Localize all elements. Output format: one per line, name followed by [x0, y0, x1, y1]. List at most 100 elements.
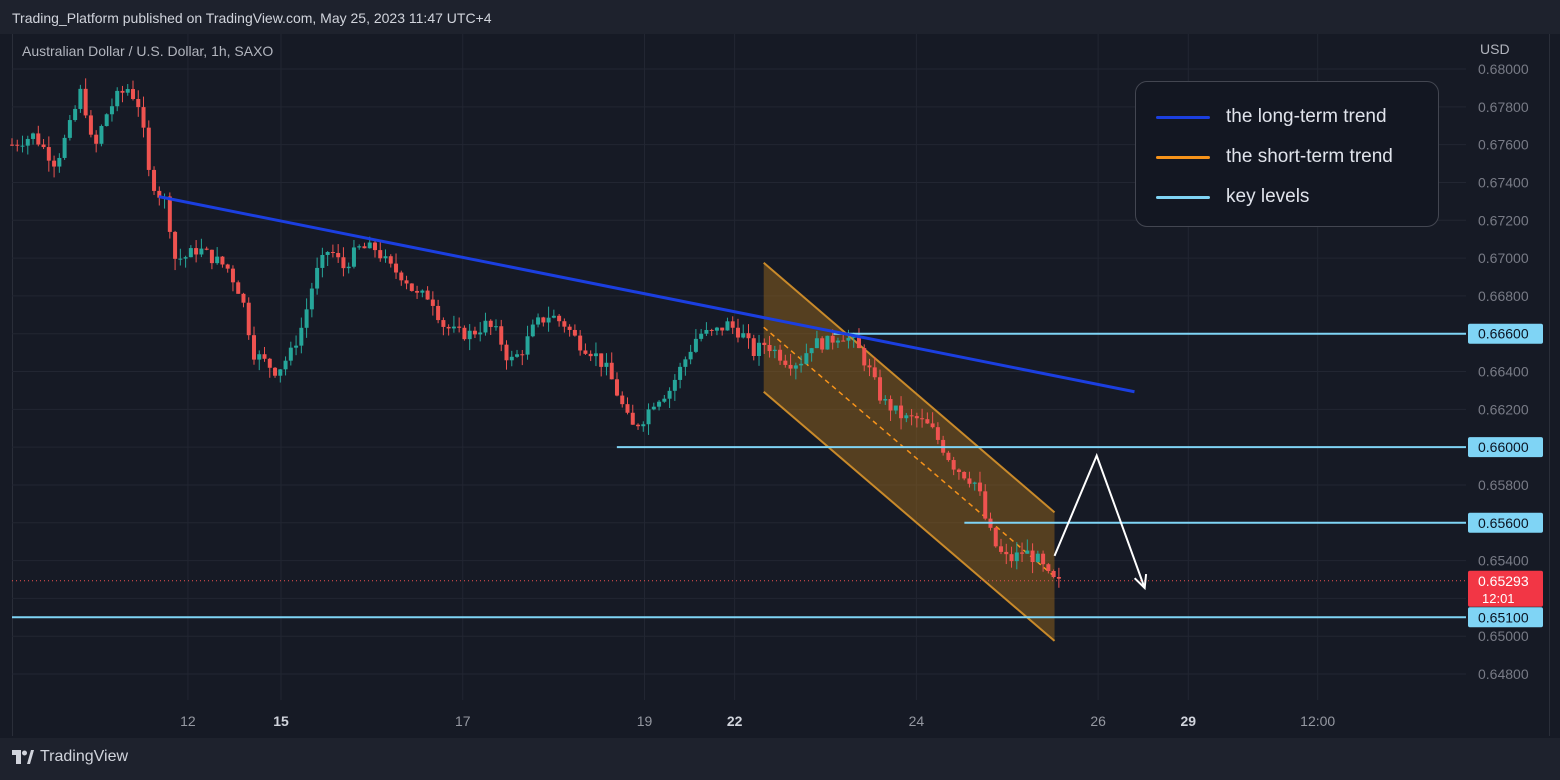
candle-body-45	[246, 302, 251, 336]
candle-body-184	[977, 482, 982, 492]
candle-body-110	[588, 353, 593, 357]
candle-body-5	[36, 133, 41, 145]
tradingview-logo-text: TradingView	[40, 748, 129, 765]
legend: the long-term trend the short-term trend…	[1135, 81, 1439, 227]
candle-body-164	[872, 367, 877, 378]
candle-body-122	[651, 406, 656, 410]
key-level-badge-0	[1468, 323, 1543, 344]
candle-body-81	[436, 305, 441, 321]
candle-body-105	[562, 321, 567, 327]
candle-body-47	[257, 354, 262, 360]
candle-body-131	[699, 333, 704, 339]
candle-body-183	[972, 482, 977, 484]
y-tick-label-5: 0.67000	[1478, 250, 1529, 266]
candle-body-133	[709, 329, 714, 331]
candle-body-19	[109, 106, 114, 115]
candle-body-106	[567, 326, 572, 330]
candle-body-40	[220, 256, 225, 265]
candle-body-12	[73, 108, 78, 121]
candle-body-48	[262, 354, 267, 359]
candle-body-34	[188, 248, 193, 258]
candle-body-166	[883, 399, 888, 401]
x-tick-label-7: 29	[1180, 713, 1196, 729]
y-tick-label-2: 0.67600	[1478, 137, 1529, 153]
candle-body-121	[646, 409, 651, 425]
candle-body-179	[951, 460, 956, 470]
channel-upper-line	[763, 262, 1056, 514]
candle-body-0	[10, 144, 14, 146]
candle-body-170	[904, 415, 909, 419]
candle-body-116	[620, 395, 625, 405]
bottom-bar	[0, 738, 1560, 780]
candle-body-169	[899, 405, 904, 419]
candle-body-2	[20, 145, 25, 147]
candle-body-31	[173, 231, 178, 259]
y-tick-label-3: 0.67400	[1478, 174, 1529, 190]
key-level-badge-2	[1468, 512, 1543, 533]
projection-arrowhead	[1133, 573, 1148, 591]
candle-body-1	[15, 144, 20, 146]
candle-body-11	[67, 120, 72, 138]
candle-body-145	[772, 349, 777, 352]
y-tick-label-1: 0.67800	[1478, 99, 1529, 115]
candle-body-24	[136, 98, 141, 108]
candle-body-111	[593, 353, 598, 357]
tradingview-logo[interactable]: TradingView	[12, 748, 128, 766]
candle-body-36	[199, 248, 204, 255]
current-price-value: 0.65293	[1478, 573, 1529, 589]
candle-body-108	[578, 335, 583, 351]
candle-body-93	[499, 326, 504, 345]
candle-body-136	[725, 321, 730, 331]
x-tick-label-6: 26	[1090, 713, 1106, 729]
candle-body-141	[751, 338, 756, 357]
top-bar	[0, 0, 1560, 34]
symbol-title: Australian Dollar / U.S. Dollar, 1h, SAX…	[22, 43, 274, 59]
currency-label: USD	[1480, 41, 1510, 57]
candle-body-94	[504, 344, 509, 361]
candle-body-185	[983, 491, 988, 519]
candle-body-69	[372, 242, 377, 251]
candle-body-35	[194, 248, 199, 255]
candle-body-13	[78, 88, 83, 109]
candle-body-192	[1020, 552, 1025, 554]
candle-body-127	[678, 366, 683, 380]
short-term-channel	[763, 262, 1056, 642]
y-tick-label-8: 0.66400	[1478, 364, 1529, 380]
candle-body-30	[167, 196, 172, 232]
candle-body-140	[746, 333, 751, 339]
candle-body-41	[225, 264, 230, 269]
candle-body-72	[388, 256, 393, 264]
candle-body-86	[462, 327, 467, 340]
candle-body-3	[25, 138, 30, 146]
candle-body-15	[88, 115, 93, 135]
candle-body-123	[657, 401, 662, 407]
candle-body-134	[714, 327, 719, 331]
x-tick-label-5: 24	[909, 713, 925, 729]
candle-body-198	[1051, 571, 1056, 578]
key-level-price-0: 0.66600	[1478, 326, 1529, 342]
candle-body-23	[130, 89, 135, 99]
projection-line	[1053, 452, 1146, 589]
candle-body-33	[183, 257, 188, 259]
candle-body-176	[935, 427, 940, 440]
candle-body-180	[956, 469, 961, 472]
candle-body-161	[856, 336, 861, 349]
candle-body-21	[120, 90, 125, 93]
candle-body-194	[1030, 550, 1035, 563]
candle-body-57	[309, 288, 314, 310]
candle-body-125	[667, 390, 672, 399]
candle-body-174	[925, 419, 930, 424]
candle-body-182	[967, 478, 972, 484]
candle-body-126	[672, 379, 677, 391]
candle-body-130	[693, 338, 698, 352]
candle-body-44	[241, 293, 246, 303]
long-term-trend-line	[158, 195, 1135, 394]
y-tick-label-13: 0.65400	[1478, 553, 1529, 569]
candle-body-4	[31, 133, 36, 139]
candle-body-87	[467, 330, 472, 340]
candle-body-26	[146, 127, 151, 170]
candle-body-147	[783, 360, 788, 365]
y-tick-label-6: 0.66800	[1478, 288, 1529, 304]
x-tick-label-0: 12	[180, 713, 196, 729]
legend-swatch-short-term	[1156, 155, 1210, 159]
